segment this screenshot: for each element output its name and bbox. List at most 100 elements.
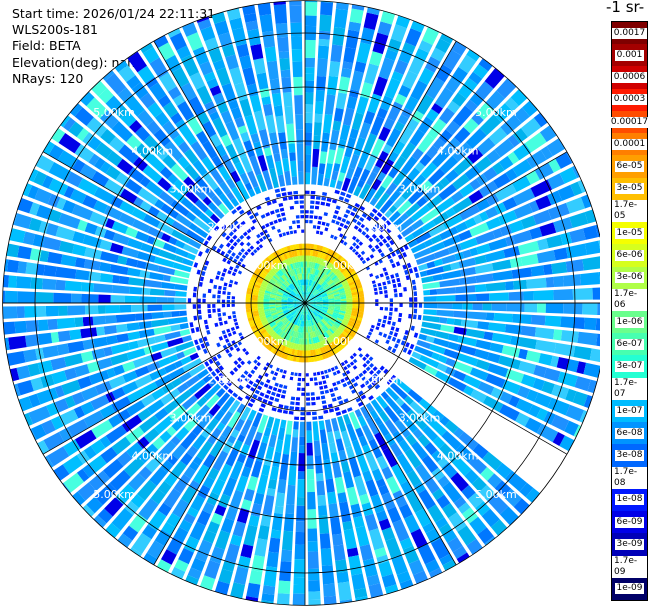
core-bin [263,308,271,312]
range-bin [411,219,424,231]
core-bin [298,279,302,286]
range-bin [261,593,275,602]
range-bin [99,251,119,264]
core-bin [290,330,295,337]
ray [153,35,305,303]
range-bin [423,414,434,425]
core-bin [315,263,320,270]
range-bin [238,384,244,390]
range-bin [466,276,477,285]
range-bin [381,492,396,511]
core-bin [336,317,344,322]
range-bin [225,348,230,354]
range-bin [231,300,235,303]
range-bin [439,226,459,241]
core-bin [321,295,328,299]
range-bin [180,452,193,466]
range-bin [394,121,405,132]
range-bin [55,266,77,279]
core-bin [275,319,281,324]
range-bin [343,528,357,550]
range-bin [131,82,149,100]
range-bin [464,99,478,113]
core-bin [258,293,265,297]
range-bin [387,345,393,351]
range-bin [382,238,388,244]
range-bin [328,503,339,519]
core-bin [316,277,322,284]
range-bin [105,305,121,314]
range-bin [158,440,177,460]
range-bin [263,566,278,587]
core-bin [292,355,297,362]
core-bin [317,314,323,320]
range-bin [47,318,58,330]
range-bin [279,462,289,481]
range-bin [595,224,600,238]
range-bin [349,361,355,366]
range-bin [99,110,119,129]
range-bin [282,409,288,414]
range-bin [339,599,353,604]
azimuth-spoke [304,302,568,455]
range-bin [319,14,332,32]
range-bin [90,394,110,411]
range-bin [447,537,463,553]
range-bin [454,251,465,261]
range-bin [202,348,208,354]
core-bin [314,317,319,323]
range-bin [293,195,299,200]
range-bin [377,248,383,254]
range-bin [164,141,184,162]
core-bin [293,301,300,303]
range-bin [362,356,367,362]
range-bin [227,270,232,275]
range-bin [421,454,439,473]
core-bin [306,332,309,339]
range-bin [63,439,81,457]
range-bin [106,150,123,167]
core-bin [293,303,300,306]
range-bin [211,371,217,377]
range-bin [430,47,446,62]
range-bin [170,324,181,332]
core-bin [258,273,266,280]
range-bin [451,92,467,107]
colorbar-tick-24: 1.7e-09 [612,555,647,578]
range-bin [265,154,275,170]
range-bin [453,318,462,326]
range-bin [185,375,200,388]
core-bin [294,318,298,325]
core-bin [309,344,313,351]
core-bin [308,326,312,333]
core-bin [295,331,299,338]
ray [305,303,368,602]
range-bin [297,382,301,387]
core-bin [328,301,335,303]
core-bin [319,347,325,354]
range-bin [23,348,38,363]
range-bin [525,350,541,363]
range-bin [269,78,281,95]
core-bin [351,294,359,299]
range-bin [53,464,70,481]
ray [305,303,321,606]
range-bin [512,159,533,177]
core-bin [322,306,329,310]
range-bin [285,504,295,514]
ray [305,194,592,303]
colorbar-tick-13: 1e-06 [612,311,647,334]
range-bin [358,353,364,358]
core-bin [269,299,276,302]
core-bin [260,283,268,289]
range-bin [239,257,244,263]
core-bin [279,286,286,292]
range-bin [122,361,136,373]
core-bin [288,296,294,300]
range-bin [388,167,399,179]
range-bin [515,398,533,414]
range-bin [232,392,239,398]
range-bin [233,268,238,273]
core-bin [290,291,296,297]
range-bin [556,357,570,370]
